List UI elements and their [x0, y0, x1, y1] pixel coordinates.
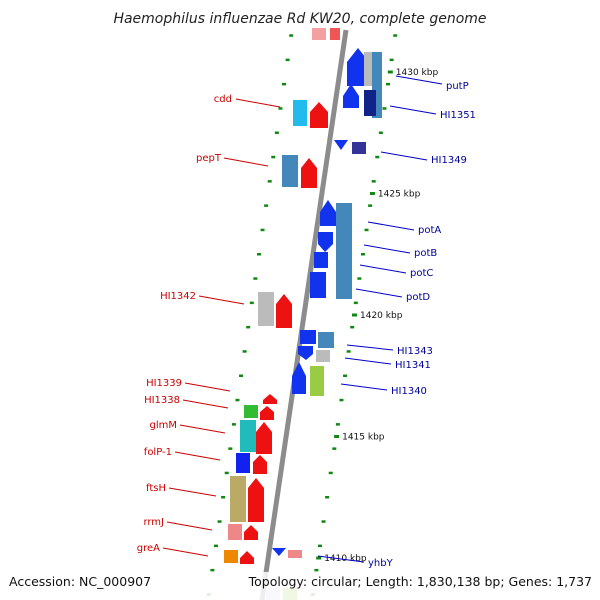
topology-text: Topology: circular; Length: 1,830,138 bp… [248, 574, 592, 589]
feature-block [364, 90, 376, 116]
scale-labels: 1430 kbp 1425 kbp 1420 kbp 1415 kbp 1410 kbp [316, 68, 439, 564]
leader-line [395, 75, 443, 85]
gene-label-rrmj: rrmJ [143, 517, 164, 528]
leader-line [359, 264, 407, 274]
leader-line [168, 487, 217, 497]
gene-label-glmm: glmM [150, 420, 178, 431]
left-labels: cdd pepT HI1342 HI1339 HI1338 glmM folP-… [137, 94, 281, 557]
leader-line [235, 98, 281, 108]
feature-arrow [240, 551, 254, 564]
gene-label-hi1351: HI1351 [440, 110, 476, 121]
feature-block [236, 453, 250, 473]
feature-block [300, 330, 316, 344]
gene-label-hi1349: HI1349 [431, 155, 467, 166]
leader-line [346, 344, 394, 351]
leader-line [389, 105, 437, 115]
scale-label: 1430 kbp [396, 68, 439, 78]
feature-arrow [318, 232, 333, 252]
accession-text: Accession: NC_000907 [9, 574, 151, 589]
feature-block [293, 100, 307, 126]
feature-arrow [301, 158, 317, 188]
gene-label-hi1342: HI1342 [160, 291, 196, 302]
gene-label-grea: greA [137, 543, 160, 554]
feature-block [318, 332, 334, 348]
gene-label-ftsh: ftsH [146, 483, 166, 494]
feature-block [314, 252, 328, 268]
feature-block [336, 203, 352, 299]
feature-arrow [347, 48, 369, 86]
feature-arrow [248, 478, 264, 522]
feature-block [282, 155, 298, 187]
feature-arrow [260, 406, 274, 420]
feature-arrow [256, 422, 272, 454]
scale-label: 1425 kbp [378, 190, 421, 200]
gene-label-putp: putP [446, 81, 469, 92]
leader-line [317, 555, 365, 563]
feature-block [244, 405, 258, 418]
feature-blocks [224, 28, 382, 600]
leader-line [367, 221, 415, 231]
leader-line [340, 383, 388, 391]
leader-line [182, 399, 229, 409]
feature-block [330, 28, 340, 40]
feature-block [352, 142, 366, 154]
gene-label-potd: potD [406, 292, 430, 303]
feature-arrow [263, 394, 277, 404]
gene-label-potc: potC [410, 268, 433, 279]
feature-arrow [320, 200, 336, 226]
footer-bar [0, 572, 600, 600]
leader-line [355, 288, 403, 298]
scale-label: 1410 kbp [324, 554, 367, 564]
gene-label-hi1338: HI1338 [144, 395, 180, 406]
gene-label-hi1341: HI1341 [395, 360, 431, 371]
feature-block [312, 28, 326, 40]
feature-block [310, 366, 324, 396]
gene-label-pept: pepT [196, 153, 222, 164]
gene-label-hi1343: HI1343 [397, 346, 433, 357]
feature-block [224, 550, 238, 563]
feature-arrow [292, 362, 306, 394]
feature-arrow [310, 102, 328, 128]
scale-label: 1415 kbp [342, 433, 385, 443]
gene-label-yhby: yhbY [368, 558, 394, 569]
feature-arrow [253, 455, 267, 474]
leader-line [223, 157, 269, 167]
gene-label-hi1339: HI1339 [146, 378, 182, 389]
leader-line [198, 295, 245, 305]
leader-line [179, 424, 226, 434]
feature-arrow [244, 525, 258, 540]
feature-block [240, 420, 256, 452]
map-title: Haemophilus influenzae Rd KW20, complete… [113, 11, 486, 27]
feature-arrow [272, 548, 286, 556]
leader-line [363, 244, 411, 254]
leader-line [166, 521, 213, 531]
feature-block [288, 550, 302, 558]
leader-line [174, 451, 221, 461]
feature-arrow [276, 294, 292, 328]
right-labels: putP HI1351 HI1349 potA potB potC potD H… [317, 75, 476, 569]
leader-line [184, 382, 231, 392]
gene-label-folp-1: folP-1 [144, 447, 172, 458]
feature-block [228, 524, 242, 540]
leader-line [344, 357, 392, 365]
leader-line [162, 547, 209, 557]
feature-block [310, 272, 326, 298]
gene-label-cdd: cdd [214, 94, 232, 105]
feature-arrow [343, 84, 359, 108]
feature-block [230, 476, 246, 522]
leader-line [380, 151, 428, 161]
feature-block [372, 52, 382, 118]
feature-block [316, 350, 330, 362]
ruler-ticks [206, 34, 398, 596]
gene-label-pota: potA [418, 225, 441, 236]
feature-arrow [298, 346, 313, 360]
gene-label-potb: potB [414, 248, 437, 259]
feature-block [258, 292, 274, 326]
backbone-axis [259, 29, 349, 600]
feature-arrow [334, 140, 348, 150]
gene-label-hi1340: HI1340 [391, 386, 427, 397]
scale-label: 1420 kbp [360, 311, 403, 321]
